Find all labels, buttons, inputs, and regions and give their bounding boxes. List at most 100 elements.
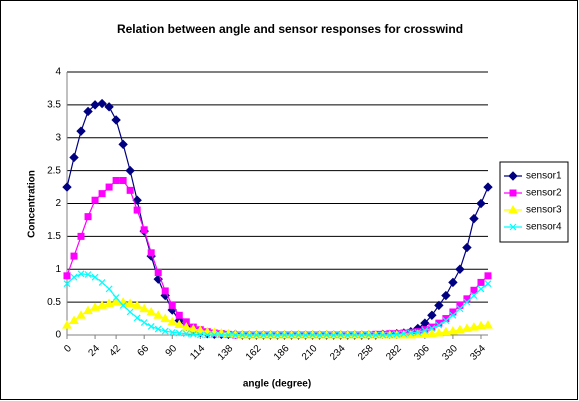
data-point — [69, 315, 79, 325]
data-point — [462, 242, 472, 253]
data-point — [476, 320, 486, 330]
data-point — [358, 331, 366, 339]
y-tick-label: 3 — [55, 132, 61, 143]
y-tick-label: 3.5 — [47, 100, 61, 111]
data-point — [125, 165, 135, 176]
data-point — [309, 331, 317, 339]
legend-marker — [508, 171, 518, 181]
data-point — [462, 323, 472, 332]
data-point — [105, 183, 113, 191]
data-point — [154, 325, 162, 333]
data-point — [90, 302, 100, 311]
data-point — [434, 328, 444, 337]
data-point — [470, 286, 478, 294]
data-point — [427, 310, 437, 320]
legend-label: sensor2 — [526, 188, 562, 199]
data-point — [302, 331, 309, 339]
data-point — [174, 319, 185, 328]
data-point — [91, 273, 99, 281]
data-point — [337, 331, 345, 339]
data-point — [295, 331, 302, 339]
y-tick-label: 1.5 — [47, 231, 61, 242]
legend-marker — [509, 223, 517, 231]
data-point — [118, 139, 128, 150]
data-point — [407, 329, 415, 337]
data-point — [133, 314, 141, 322]
data-point — [372, 331, 380, 339]
legend-label: sensor3 — [526, 205, 562, 216]
data-point — [195, 325, 206, 334]
data-point — [365, 331, 373, 339]
data-point — [386, 331, 394, 339]
y-axis-label: Concentration — [27, 170, 38, 238]
data-point — [455, 264, 465, 274]
data-point — [442, 317, 450, 324]
data-point — [105, 285, 113, 293]
data-point — [238, 331, 246, 339]
data-point — [351, 331, 359, 339]
data-point — [97, 98, 107, 109]
data-point — [210, 331, 218, 339]
data-point — [203, 331, 211, 339]
y-tick-label: 2 — [55, 198, 61, 209]
data-point — [132, 300, 143, 309]
data-point — [77, 232, 85, 240]
data-point — [196, 331, 204, 339]
data-point — [456, 305, 464, 313]
data-point — [435, 321, 443, 329]
data-point — [112, 294, 120, 301]
data-point — [217, 331, 225, 339]
data-point — [441, 290, 451, 301]
data-point — [132, 195, 142, 205]
legend-marker — [508, 204, 518, 214]
data-point — [139, 303, 150, 313]
data-point — [463, 298, 471, 306]
data-point — [281, 331, 288, 339]
data-point — [98, 278, 106, 286]
data-point — [97, 300, 107, 309]
data-point — [70, 252, 78, 260]
data-point — [167, 316, 178, 326]
data-point — [400, 330, 408, 338]
data-point — [175, 329, 183, 337]
data-point — [168, 328, 176, 336]
data-point — [168, 301, 176, 309]
data-point — [427, 328, 437, 338]
data-point — [189, 330, 197, 338]
data-point — [126, 186, 134, 194]
data-point — [267, 331, 274, 339]
data-point — [126, 308, 134, 316]
data-point — [484, 272, 492, 280]
data-point — [76, 126, 86, 136]
data-point — [119, 301, 127, 309]
data-point — [274, 331, 281, 339]
data-point — [111, 297, 121, 306]
y-tick-label: 0.5 — [47, 297, 61, 308]
data-point — [477, 285, 485, 293]
data-point — [161, 327, 169, 335]
data-point — [84, 213, 92, 221]
data-point — [140, 319, 148, 326]
data-point — [330, 331, 338, 339]
legend-label: sensor1 — [526, 171, 562, 182]
data-point — [181, 322, 192, 331]
y-tick-label: 0 — [55, 330, 61, 341]
data-point — [470, 292, 478, 299]
data-point — [98, 190, 106, 198]
x-axis-label: angle (degree) — [243, 379, 311, 390]
data-point — [393, 330, 401, 338]
data-point — [253, 331, 260, 339]
data-point — [434, 300, 444, 311]
data-point — [147, 249, 155, 257]
data-point — [224, 331, 232, 339]
data-point — [160, 313, 171, 323]
data-point — [154, 269, 162, 277]
data-point — [62, 182, 72, 192]
data-point — [125, 298, 136, 307]
data-point — [76, 310, 86, 319]
data-point — [69, 152, 79, 163]
data-point — [161, 287, 169, 295]
data-point — [288, 331, 295, 339]
